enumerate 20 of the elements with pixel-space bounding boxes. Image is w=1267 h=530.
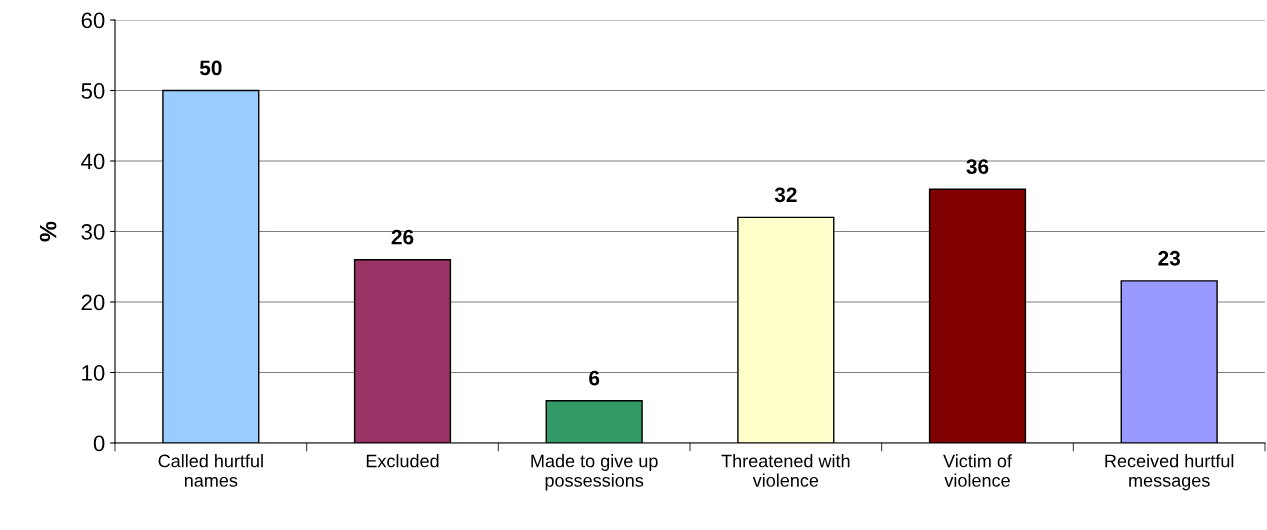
x-tick-label: Threatened with violence bbox=[721, 454, 850, 487]
y-tick-label: 40 bbox=[81, 153, 105, 170]
x-tick-label: Called hurtful names bbox=[158, 454, 263, 487]
data-label: 36 bbox=[966, 159, 989, 174]
y-tick-label: 20 bbox=[81, 294, 105, 311]
x-tick-label: Received hurtful messages bbox=[1105, 454, 1234, 491]
data-label: 50 bbox=[199, 60, 222, 76]
x-tick-label: Made to give up possessions bbox=[531, 454, 658, 491]
y-tick-label: 0 bbox=[93, 435, 105, 452]
y-tick-label: 10 bbox=[82, 365, 105, 381]
data-label: 26 bbox=[391, 229, 414, 245]
data-label: 32 bbox=[774, 187, 797, 203]
data-label: 6 bbox=[589, 370, 600, 386]
x-tick-label: Victim of violence bbox=[943, 454, 1012, 487]
y-tick-label: 30 bbox=[81, 224, 105, 240]
x-tick-label: Excluded bbox=[366, 454, 439, 468]
y-axis-title: % bbox=[39, 221, 57, 242]
data-label: 23 bbox=[1158, 250, 1180, 266]
y-tick-label: 50 bbox=[81, 83, 105, 99]
y-tick-label: 60 bbox=[81, 12, 105, 29]
